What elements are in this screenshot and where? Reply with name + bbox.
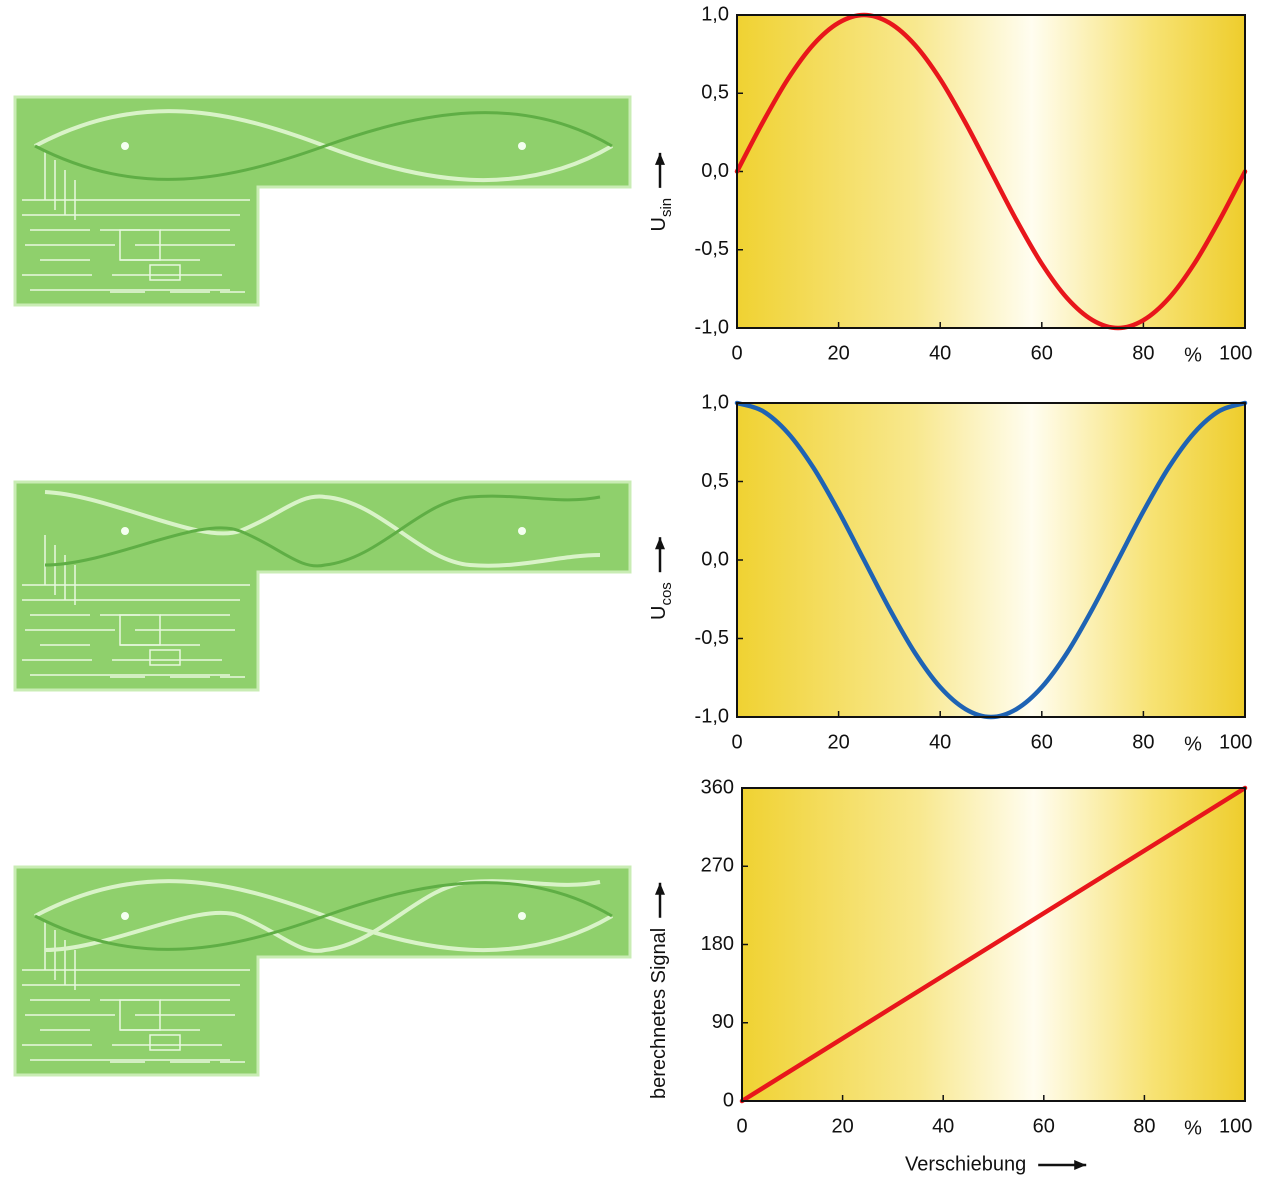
y-axis-label: Usin — [648, 152, 675, 232]
y-label-text: Usin — [648, 198, 675, 232]
x-tick-label: 40 — [929, 342, 951, 364]
y-tick-label: 0,5 — [701, 470, 729, 492]
x-tick-label: 20 — [827, 342, 849, 364]
x-tick-label: 100 — [1219, 731, 1252, 753]
x-tick-label: 60 — [1033, 1115, 1055, 1137]
arrow-head — [655, 152, 665, 165]
y-tick-label: 0,0 — [701, 160, 729, 182]
x-axis-label: Verschiebung — [905, 1153, 1026, 1175]
x-tick-label: 20 — [831, 1115, 853, 1137]
y-axis-label: Ucos — [648, 537, 675, 620]
y-tick-label: -0,5 — [695, 238, 729, 260]
y-tick-label: 1,0 — [701, 391, 729, 413]
y-tick-label: 0 — [723, 1089, 734, 1111]
x-tick-label: 100 — [1219, 1115, 1252, 1137]
x-tick-label: 80 — [1132, 342, 1154, 364]
y-tick-label: 180 — [701, 933, 734, 955]
x-tick-label: 40 — [932, 1115, 954, 1137]
x-unit: % — [1184, 1117, 1202, 1139]
y-axis-label: berechnetes Signal — [648, 882, 670, 1099]
x-tick-label: 20 — [827, 731, 849, 753]
plot-background — [737, 403, 1245, 717]
line — [739, 785, 1248, 1104]
y-tick-label: 1,0 — [701, 3, 729, 25]
y-label-main: U — [648, 606, 670, 620]
pcb-3 — [13, 865, 632, 1077]
y-label-main: berechnetes Signal — [648, 928, 670, 1099]
x-tick-label: 60 — [1031, 731, 1053, 753]
y-tick-label: 0,5 — [701, 82, 729, 104]
y-label-sub: sin — [658, 198, 675, 217]
arrow-head — [655, 882, 665, 895]
x-tick-label: 40 — [929, 731, 951, 753]
plot-frame — [736, 14, 1246, 329]
y-tick-label: 360 — [701, 776, 734, 798]
x-tick-label: 60 — [1031, 342, 1053, 364]
pcb-2 — [13, 480, 632, 692]
y-label-sub: cos — [658, 582, 675, 605]
y-tick-label: 270 — [701, 855, 734, 877]
chart: -1,0 -0,5 0,0 0,5 1,0 0 20 40 60 80 100% Ucos — [648, 391, 1252, 755]
x-tick-label: 0 — [736, 1115, 747, 1137]
x-tick-label: 80 — [1133, 1115, 1155, 1137]
y-tick-label: -1,0 — [695, 316, 729, 338]
y-label-main: U — [648, 217, 670, 231]
y-tick-label: 0,0 — [701, 548, 729, 570]
arrow-head — [655, 537, 665, 550]
y-label-text: Ucos — [648, 582, 675, 620]
line — [734, 12, 1248, 331]
x-unit: % — [1184, 733, 1202, 755]
x-tick-label: 0 — [731, 731, 742, 753]
plot-frame — [736, 402, 1246, 718]
pcb-1 — [13, 95, 632, 307]
plot-frame — [741, 787, 1246, 1102]
y-label-text: berechnetes Signal — [648, 928, 670, 1099]
y-tick-label: -0,5 — [695, 627, 729, 649]
arrow-head — [1074, 1160, 1087, 1170]
x-unit: % — [1184, 344, 1202, 366]
chart: 0 90 180 270 360 0 20 40 60 80 100% berechnetes Sig… — [648, 776, 1252, 1175]
chart: -1,0 -0,5 0,0 0,5 1,0 0 20 40 60 80 100% Usin — [648, 3, 1252, 366]
x-tick-label: 0 — [731, 342, 742, 364]
x-tick-label: 80 — [1132, 731, 1154, 753]
x-tick-label: 100 — [1219, 342, 1252, 364]
y-tick-label: 90 — [712, 1011, 734, 1033]
y-tick-label: -1,0 — [695, 705, 729, 727]
